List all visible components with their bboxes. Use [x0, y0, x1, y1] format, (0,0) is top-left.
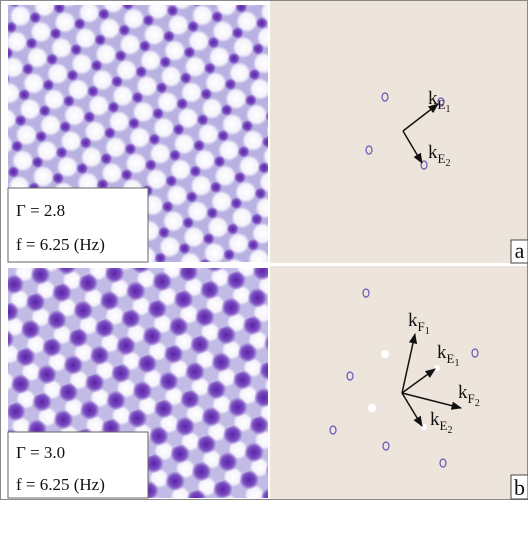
vector-index: 1 [425, 326, 430, 337]
vector-base: k [408, 310, 418, 331]
gamma-label: Γ = 2.8 [16, 201, 65, 220]
vector-index: 1 [454, 358, 459, 369]
vector-subscript: E [438, 97, 446, 112]
spectrum-image [270, 266, 527, 499]
vector-base: k [430, 409, 440, 430]
vector-subscript: F [418, 319, 425, 334]
vector-subscript: E [447, 351, 455, 366]
vector-base: k [428, 142, 438, 163]
spectrum-image [270, 1, 527, 263]
frequency-label: f = 6.25 (Hz) [16, 475, 105, 494]
panel-label: a [515, 238, 525, 263]
vector-subscript: E [440, 418, 448, 433]
vector-subscript: F [468, 391, 475, 406]
vector-base: k [428, 88, 438, 109]
vector-index: 2 [447, 425, 452, 436]
vector-index: 2 [445, 158, 450, 169]
figure: Γ = 2.8 f = 6.25 (Hz) a Γ = 3.0 f = 6.25… [0, 0, 528, 534]
vector-base: k [437, 342, 447, 363]
vector-base: k [458, 382, 468, 403]
vector-subscript: E [438, 151, 446, 166]
gamma-label: Γ = 3.0 [16, 443, 65, 462]
vector-index: 2 [475, 398, 480, 409]
vector-index: 1 [445, 104, 450, 115]
frequency-label: f = 6.25 (Hz) [16, 235, 105, 254]
panel-label: b [514, 475, 525, 500]
